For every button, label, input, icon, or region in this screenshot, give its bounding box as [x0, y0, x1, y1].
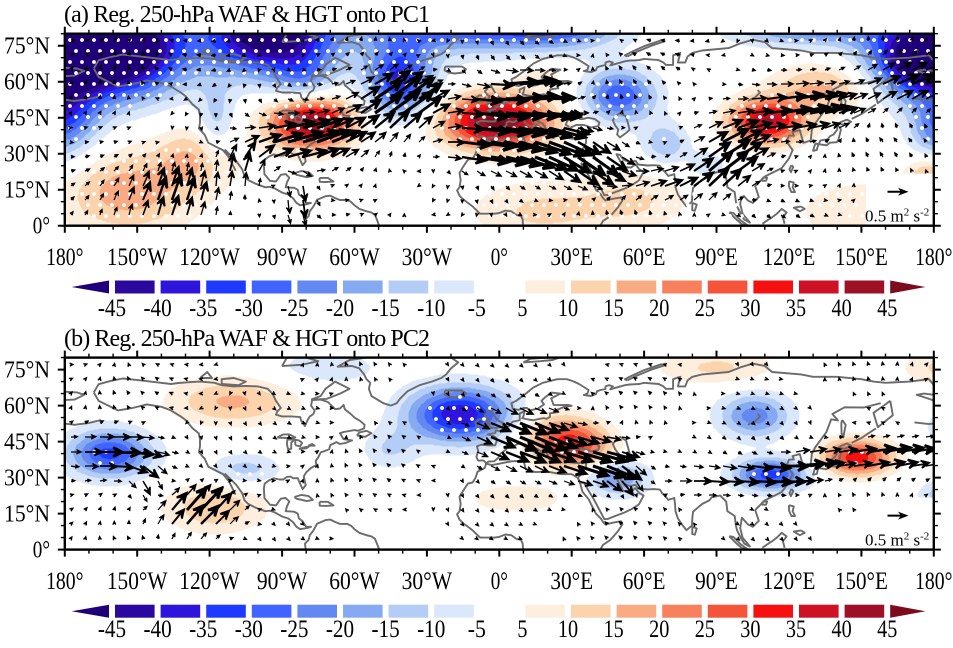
svg-text:15: 15 — [604, 616, 624, 643]
svg-text:-15: -15 — [372, 616, 400, 643]
svg-text:20: 20 — [649, 295, 669, 322]
svg-text:30: 30 — [740, 616, 760, 643]
svg-text:30°E: 30°E — [550, 244, 593, 271]
svg-text:60°W: 60°W — [329, 244, 380, 271]
svg-text:180°: 180° — [915, 244, 952, 271]
svg-text:120°E: 120°E — [763, 244, 816, 271]
svg-text:-30: -30 — [235, 616, 263, 643]
svg-text:90°E: 90°E — [695, 244, 738, 271]
svg-text:10: 10 — [558, 295, 578, 322]
svg-text:0°: 0° — [491, 568, 508, 595]
svg-text:0.5 m2 s-2: 0.5 m2 s-2 — [865, 531, 929, 550]
svg-text:-30: -30 — [235, 295, 263, 322]
svg-text:90°W: 90°W — [257, 244, 308, 271]
svg-text:45: 45 — [877, 295, 897, 322]
svg-text:10: 10 — [558, 616, 578, 643]
svg-text:-10: -10 — [417, 616, 445, 643]
svg-text:120°W: 120°W — [179, 568, 240, 595]
svg-text:180°: 180° — [915, 568, 952, 595]
svg-text:30°N: 30°N — [4, 466, 50, 492]
svg-text:45°N: 45°N — [4, 106, 50, 132]
svg-text:180°: 180° — [46, 568, 83, 595]
svg-text:0°: 0° — [491, 244, 508, 271]
svg-text:45°N: 45°N — [4, 430, 50, 456]
svg-text:30°N: 30°N — [4, 142, 50, 168]
svg-text:60°E: 60°E — [623, 568, 666, 595]
svg-text:-40: -40 — [144, 616, 172, 643]
svg-text:-20: -20 — [326, 295, 354, 322]
svg-text:(a) Reg. 250-hPa WAF & HGT ont: (a) Reg. 250-hPa WAF & HGT onto PC1 — [64, 2, 430, 28]
svg-text:120°W: 120°W — [179, 244, 240, 271]
svg-text:60°W: 60°W — [329, 568, 380, 595]
svg-text:15°N: 15°N — [4, 178, 50, 204]
svg-text:150°E: 150°E — [835, 568, 888, 595]
svg-text:-25: -25 — [280, 295, 308, 322]
svg-text:150°W: 150°W — [107, 568, 168, 595]
svg-text:-5: -5 — [468, 295, 486, 322]
svg-text:0°: 0° — [33, 538, 50, 564]
svg-text:0.5 m2 s-2: 0.5 m2 s-2 — [865, 207, 929, 226]
svg-text:-5: -5 — [468, 616, 486, 643]
svg-text:-40: -40 — [144, 295, 172, 322]
svg-text:180°: 180° — [46, 244, 83, 271]
svg-text:150°W: 150°W — [107, 244, 168, 271]
svg-text:5: 5 — [517, 295, 527, 322]
svg-text:-35: -35 — [189, 295, 217, 322]
svg-text:35: 35 — [786, 616, 806, 643]
svg-text:20: 20 — [649, 616, 669, 643]
svg-text:-10: -10 — [417, 295, 445, 322]
svg-text:75°N: 75°N — [4, 34, 50, 60]
svg-text:60°N: 60°N — [4, 70, 50, 96]
svg-text:35: 35 — [786, 295, 806, 322]
svg-text:-15: -15 — [372, 295, 400, 322]
svg-text:30°E: 30°E — [550, 568, 593, 595]
svg-text:-45: -45 — [98, 616, 126, 643]
svg-text:60°N: 60°N — [4, 394, 50, 420]
svg-text:15: 15 — [604, 295, 624, 322]
svg-text:90°E: 90°E — [695, 568, 738, 595]
svg-text:-25: -25 — [280, 616, 308, 643]
svg-text:120°E: 120°E — [763, 568, 816, 595]
svg-text:90°W: 90°W — [257, 568, 308, 595]
svg-text:60°E: 60°E — [623, 244, 666, 271]
svg-text:25: 25 — [695, 295, 715, 322]
svg-text:30°W: 30°W — [402, 244, 453, 271]
svg-text:40: 40 — [832, 295, 852, 322]
svg-text:-20: -20 — [326, 616, 354, 643]
svg-text:45: 45 — [877, 616, 897, 643]
svg-text:5: 5 — [517, 616, 527, 643]
svg-text:30°W: 30°W — [402, 568, 453, 595]
svg-text:40: 40 — [832, 616, 852, 643]
svg-text:75°N: 75°N — [4, 358, 50, 384]
svg-text:0°: 0° — [33, 214, 50, 240]
svg-text:150°E: 150°E — [835, 244, 888, 271]
svg-text:-45: -45 — [98, 295, 126, 322]
svg-text:25: 25 — [695, 616, 715, 643]
svg-text:30: 30 — [740, 295, 760, 322]
svg-text:-35: -35 — [189, 616, 217, 643]
svg-text:(b) Reg. 250-hPa WAF & HGT ont: (b) Reg. 250-hPa WAF & HGT onto PC2 — [64, 326, 430, 352]
svg-text:15°N: 15°N — [4, 502, 50, 528]
